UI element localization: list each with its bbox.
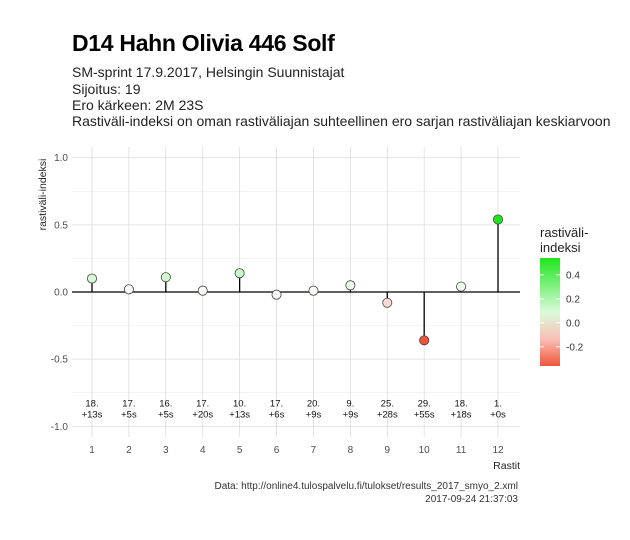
data-point	[456, 281, 467, 292]
data-point	[419, 335, 430, 346]
rank-label: 1.	[494, 398, 502, 409]
diff-label: +13s	[82, 409, 103, 420]
data-point	[234, 268, 245, 279]
chart-title: D14 Hahn Olivia 446 Solf	[72, 30, 335, 56]
x-tick-label: 1	[89, 445, 95, 456]
x-tick-label: 4	[200, 445, 206, 456]
legend-tick-label: 0.4	[566, 270, 580, 281]
rank-label: 10.	[233, 398, 246, 409]
diff-label: +20s	[192, 409, 213, 420]
legend-tick-label: 0.0	[566, 318, 580, 329]
data-point	[492, 214, 503, 225]
diff-label: +6s	[269, 409, 285, 420]
rank-label: 9.	[346, 398, 354, 409]
rank-label: 20.	[307, 398, 320, 409]
x-tick-label: 5	[237, 445, 243, 456]
rank-label: 17.	[122, 398, 135, 409]
data-point	[271, 289, 282, 300]
data-point	[308, 285, 319, 296]
plot-area: -1.0-0.50.00.51.01 2 3 4 5 6 7 8 9 10 11 12Rastitra…	[37, 147, 520, 472]
diff-label: +28s	[377, 409, 398, 420]
diff-label: +0s	[490, 409, 506, 420]
subtitle-rank: Sijoitus: 19	[72, 81, 141, 97]
data-point	[382, 297, 393, 308]
diff-label: +55s	[414, 409, 435, 420]
rank-label: 29.	[418, 398, 431, 409]
subtitle-event: SM-sprint 17.9.2017, Helsingin Suunnista…	[72, 64, 345, 80]
y-axis-title: rastiväli-indeksi	[37, 159, 49, 231]
diff-label: +13s	[229, 409, 250, 420]
rank-label: 25.	[381, 398, 394, 409]
color-legend: rastiväli-indeksi 0.4 0.2 0.0 -0.2	[540, 225, 588, 366]
y-tick-label: -1.0	[51, 422, 69, 433]
legend-colorbar	[540, 258, 560, 366]
legend-title-line1: rastiväli-	[540, 225, 588, 240]
diff-label: +9s	[343, 409, 359, 420]
rank-label: 18.	[454, 398, 467, 409]
x-tick-label: 11	[456, 445, 467, 456]
subtitle-diff: Ero kärkeen: 2M 23S	[72, 97, 204, 113]
x-tick-label: 2	[126, 445, 132, 456]
rank-label: 16.	[159, 398, 172, 409]
x-tick-label: 6	[274, 445, 280, 456]
data-point	[87, 273, 98, 284]
rank-label: 17.	[196, 398, 209, 409]
x-axis-title: Rastit	[493, 460, 520, 472]
x-tick-label: 10	[419, 445, 431, 456]
subtitle-description: Rastiväli-indeksi on oman rastiväliajan …	[72, 113, 611, 129]
x-tick-label: 7	[311, 445, 317, 456]
legend-title-line2: indeksi	[540, 240, 581, 255]
rank-label: 17.	[270, 398, 283, 409]
x-tick-label: 9	[384, 445, 390, 456]
y-tick-label: 1.0	[54, 153, 68, 164]
data-point	[197, 285, 208, 296]
data-source-caption: Data: http://online4.tulospalvelu.fi/tul…	[214, 481, 518, 492]
y-tick-label: 0.5	[54, 220, 68, 231]
diff-label: +9s	[306, 409, 322, 420]
rank-label: 18.	[85, 398, 98, 409]
diff-label: +5s	[121, 409, 137, 420]
x-tick-label: 12	[492, 445, 504, 456]
legend-tick-label: -0.2	[566, 342, 584, 353]
data-point	[160, 272, 171, 283]
y-tick-label: -0.5	[51, 355, 69, 366]
x-tick-label: 8	[348, 445, 354, 456]
y-tick-label: 0.0	[54, 288, 68, 299]
x-tick-label: 3	[163, 445, 169, 456]
data-point	[345, 280, 356, 291]
data-point	[123, 284, 134, 295]
legend-tick-label: 0.2	[566, 294, 580, 305]
diff-label: +5s	[158, 409, 174, 420]
timestamp-caption: 2017-09-24 21:37:03	[425, 494, 518, 505]
diff-label: +18s	[451, 409, 472, 420]
